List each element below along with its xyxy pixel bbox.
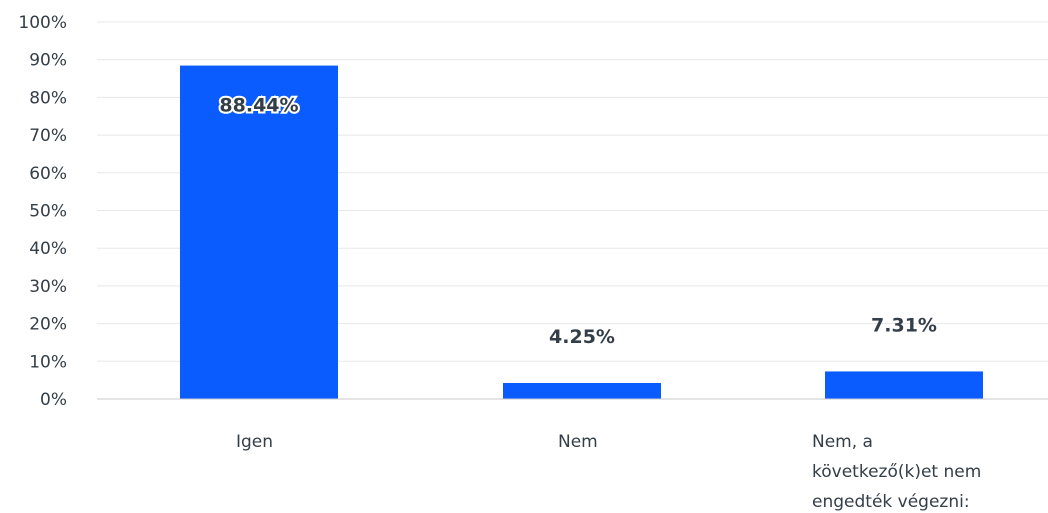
category-label-line: Nem, a [812, 432, 873, 452]
y-tick-label: 60% [29, 164, 67, 184]
y-tick-label: 30% [29, 277, 67, 297]
x-axis-category-labels: Igen Nem Nem, a következő(k)et nem engedték … [236, 432, 981, 512]
y-tick-label: 0% [40, 390, 67, 410]
y-tick-label: 70% [29, 126, 67, 146]
category-label: Nem, a következő(k)et nem engedték végezni… [812, 432, 981, 512]
y-tick-label: 90% [29, 51, 67, 71]
data-labels: 88.44% 4.25% 7.31% [217, 93, 937, 348]
category-label: Nem [558, 432, 598, 452]
data-label: 4.25% [549, 326, 615, 348]
data-label: 88.44% [219, 95, 298, 117]
y-tick-label: 20% [29, 315, 67, 335]
category-label-line: engedték végezni: [812, 492, 970, 512]
category-label-line: Nem [558, 432, 598, 452]
bars [180, 65, 983, 399]
bar[interactable] [825, 371, 983, 399]
y-tick-label: 50% [29, 202, 67, 222]
y-axis-tick-labels: 0% 10% 20% 30% 40% 50% 60% 70% 80% 90% 100% [18, 13, 67, 410]
y-tick-label: 80% [29, 88, 67, 108]
bar[interactable] [503, 382, 661, 399]
bar[interactable] [180, 65, 338, 399]
y-tick-label: 100% [18, 13, 67, 33]
y-tick-label: 40% [29, 239, 67, 259]
data-label: 7.31% [871, 314, 937, 336]
category-label-line: Igen [236, 432, 273, 452]
category-label: Igen [236, 432, 273, 452]
category-label-line: következő(k)et nem [812, 462, 981, 482]
y-tick-label: 10% [29, 352, 67, 372]
